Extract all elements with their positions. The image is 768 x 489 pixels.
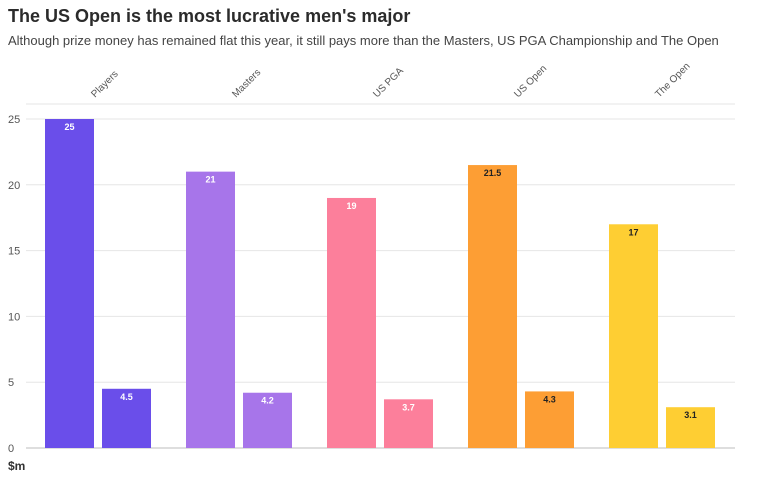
data-label: 4.5 (120, 392, 133, 402)
bar (468, 165, 517, 448)
y-tick-label: 0 (8, 443, 14, 455)
bar (186, 171, 235, 448)
bar (102, 388, 151, 448)
data-label: 21 (205, 175, 215, 185)
bar (243, 392, 292, 448)
bar (327, 197, 376, 448)
bar (384, 399, 433, 448)
data-label: 21.5 (484, 168, 502, 178)
bar (525, 391, 574, 448)
category-label: The Open (653, 61, 692, 100)
data-label: 4.3 (543, 394, 556, 404)
category-label: Masters (230, 67, 263, 100)
y-unit-label: $m (8, 459, 25, 473)
y-tick-label: 15 (8, 246, 20, 258)
chart-subtitle: Although prize money has remained flat t… (8, 33, 719, 48)
bar (45, 119, 94, 448)
category-label: US PGA (371, 65, 406, 100)
data-label: 3.1 (684, 410, 697, 420)
data-label: 19 (346, 201, 356, 211)
y-tick-label: 10 (8, 311, 20, 323)
y-tick-label: 5 (8, 377, 14, 389)
data-label: 25 (64, 122, 74, 132)
bar (666, 407, 715, 448)
category-label: Players (89, 69, 120, 100)
data-label: 17 (628, 227, 638, 237)
bar (609, 224, 658, 448)
y-tick-label: 20 (8, 180, 20, 192)
chart-title: The US Open is the most lucrative men's … (8, 6, 411, 26)
y-tick-label: 25 (8, 114, 20, 126)
data-label: 4.2 (261, 396, 274, 406)
data-label: 3.7 (402, 402, 415, 412)
category-label: US Open (512, 63, 549, 100)
